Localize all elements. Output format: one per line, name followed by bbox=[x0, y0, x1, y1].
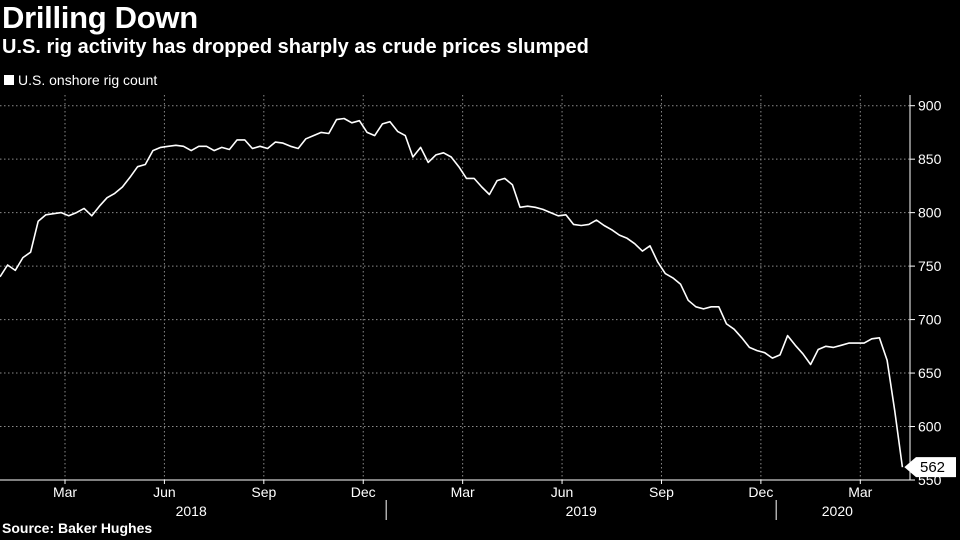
year-label: 2018 bbox=[176, 503, 207, 519]
source-note: Source: Baker Hughes bbox=[2, 520, 153, 536]
x-tick-label: Mar bbox=[53, 484, 77, 500]
x-tick-label: Mar bbox=[451, 484, 475, 500]
y-tick-label: 650 bbox=[918, 365, 942, 381]
year-label: 2019 bbox=[566, 503, 597, 519]
year-label: 2020 bbox=[822, 503, 853, 519]
legend-label: U.S. onshore rig count bbox=[18, 72, 158, 88]
x-tick-label: Jun bbox=[153, 484, 176, 500]
y-tick-label: 700 bbox=[918, 312, 942, 328]
x-tick-label: Mar bbox=[848, 484, 872, 500]
chart-title: Drilling Down bbox=[2, 0, 198, 35]
legend: U.S. onshore rig count bbox=[4, 72, 157, 88]
chart-subtitle: U.S. rig activity has dropped sharply as… bbox=[2, 36, 589, 58]
x-tick-label: Dec bbox=[351, 484, 376, 500]
y-tick-label: 800 bbox=[918, 205, 942, 221]
x-tick-label: Sep bbox=[649, 484, 674, 500]
y-tick-label: 600 bbox=[918, 419, 942, 435]
y-tick-label: 750 bbox=[918, 258, 942, 274]
y-tick-label: 850 bbox=[918, 151, 942, 167]
x-tick-label: Sep bbox=[251, 484, 276, 500]
series-line bbox=[0, 117, 904, 468]
x-tick-label: Jun bbox=[551, 484, 574, 500]
x-tick-label: Dec bbox=[748, 484, 773, 500]
last-value-label: 562 bbox=[920, 459, 945, 476]
legend-swatch bbox=[4, 75, 14, 85]
last-value-callout bbox=[904, 457, 956, 478]
y-tick-label: 900 bbox=[918, 98, 942, 114]
